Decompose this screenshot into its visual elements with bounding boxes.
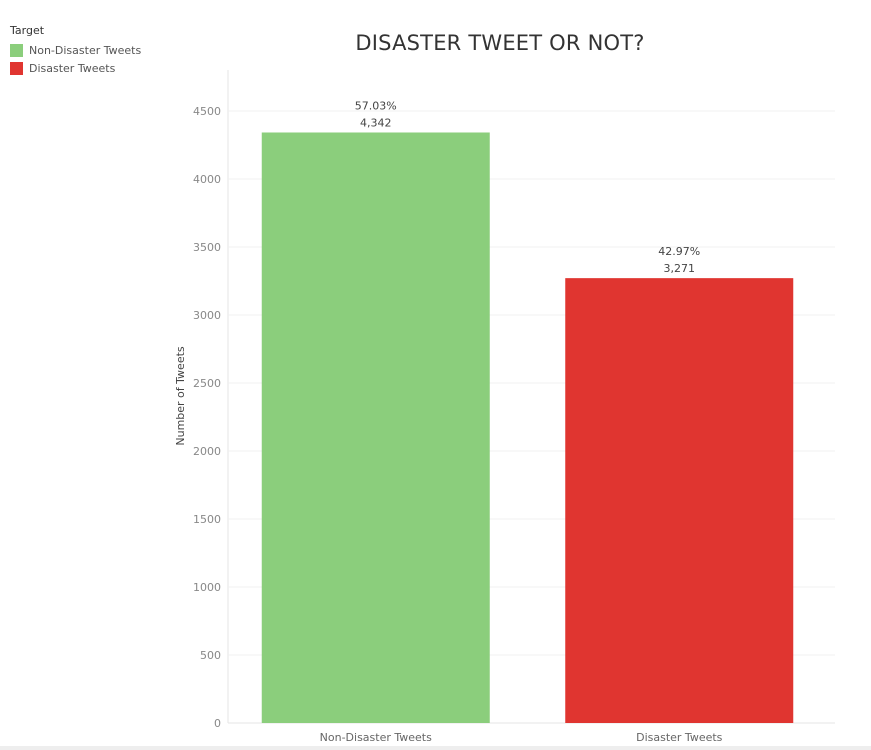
bar[interactable] <box>261 132 490 723</box>
y-tick-label: 3000 <box>193 309 221 322</box>
x-category-label: Non-Disaster Tweets <box>320 731 432 744</box>
y-tick-label: 4000 <box>193 173 221 186</box>
bar-percent-label: 42.97% <box>658 245 700 258</box>
y-tick-label: 500 <box>200 649 221 662</box>
chart-title: DISASTER TWEET OR NOT? <box>355 31 645 55</box>
y-tick-label: 2000 <box>193 445 221 458</box>
y-tick-label: 4500 <box>193 105 221 118</box>
y-tick-label: 1000 <box>193 581 221 594</box>
legend-item-non-disaster[interactable]: Non-Disaster Tweets <box>10 41 141 59</box>
bottom-divider <box>0 746 871 750</box>
legend-item-disaster[interactable]: Disaster Tweets <box>10 59 141 77</box>
y-tick-label: 2500 <box>193 377 221 390</box>
x-category-label: Disaster Tweets <box>636 731 723 744</box>
legend-swatch-disaster <box>10 61 23 75</box>
legend-label-disaster: Disaster Tweets <box>29 61 116 75</box>
bar[interactable] <box>565 278 794 723</box>
legend-title: Target <box>10 24 45 37</box>
bar-percent-label: 57.03% <box>355 99 397 112</box>
y-tick-label: 3500 <box>193 241 221 254</box>
y-axis-label: Number of Tweets <box>174 346 187 446</box>
y-tick-label: 1500 <box>193 513 221 526</box>
bar-value-label: 4,342 <box>360 116 392 129</box>
bar-value-label: 3,271 <box>664 262 696 275</box>
legend-swatch-non-disaster <box>10 43 23 57</box>
y-tick-label: 0 <box>214 717 221 730</box>
legend-label-non-disaster: Non-Disaster Tweets <box>29 43 142 57</box>
legend: Target Non-Disaster Tweets Disaster Twee… <box>10 24 141 77</box>
